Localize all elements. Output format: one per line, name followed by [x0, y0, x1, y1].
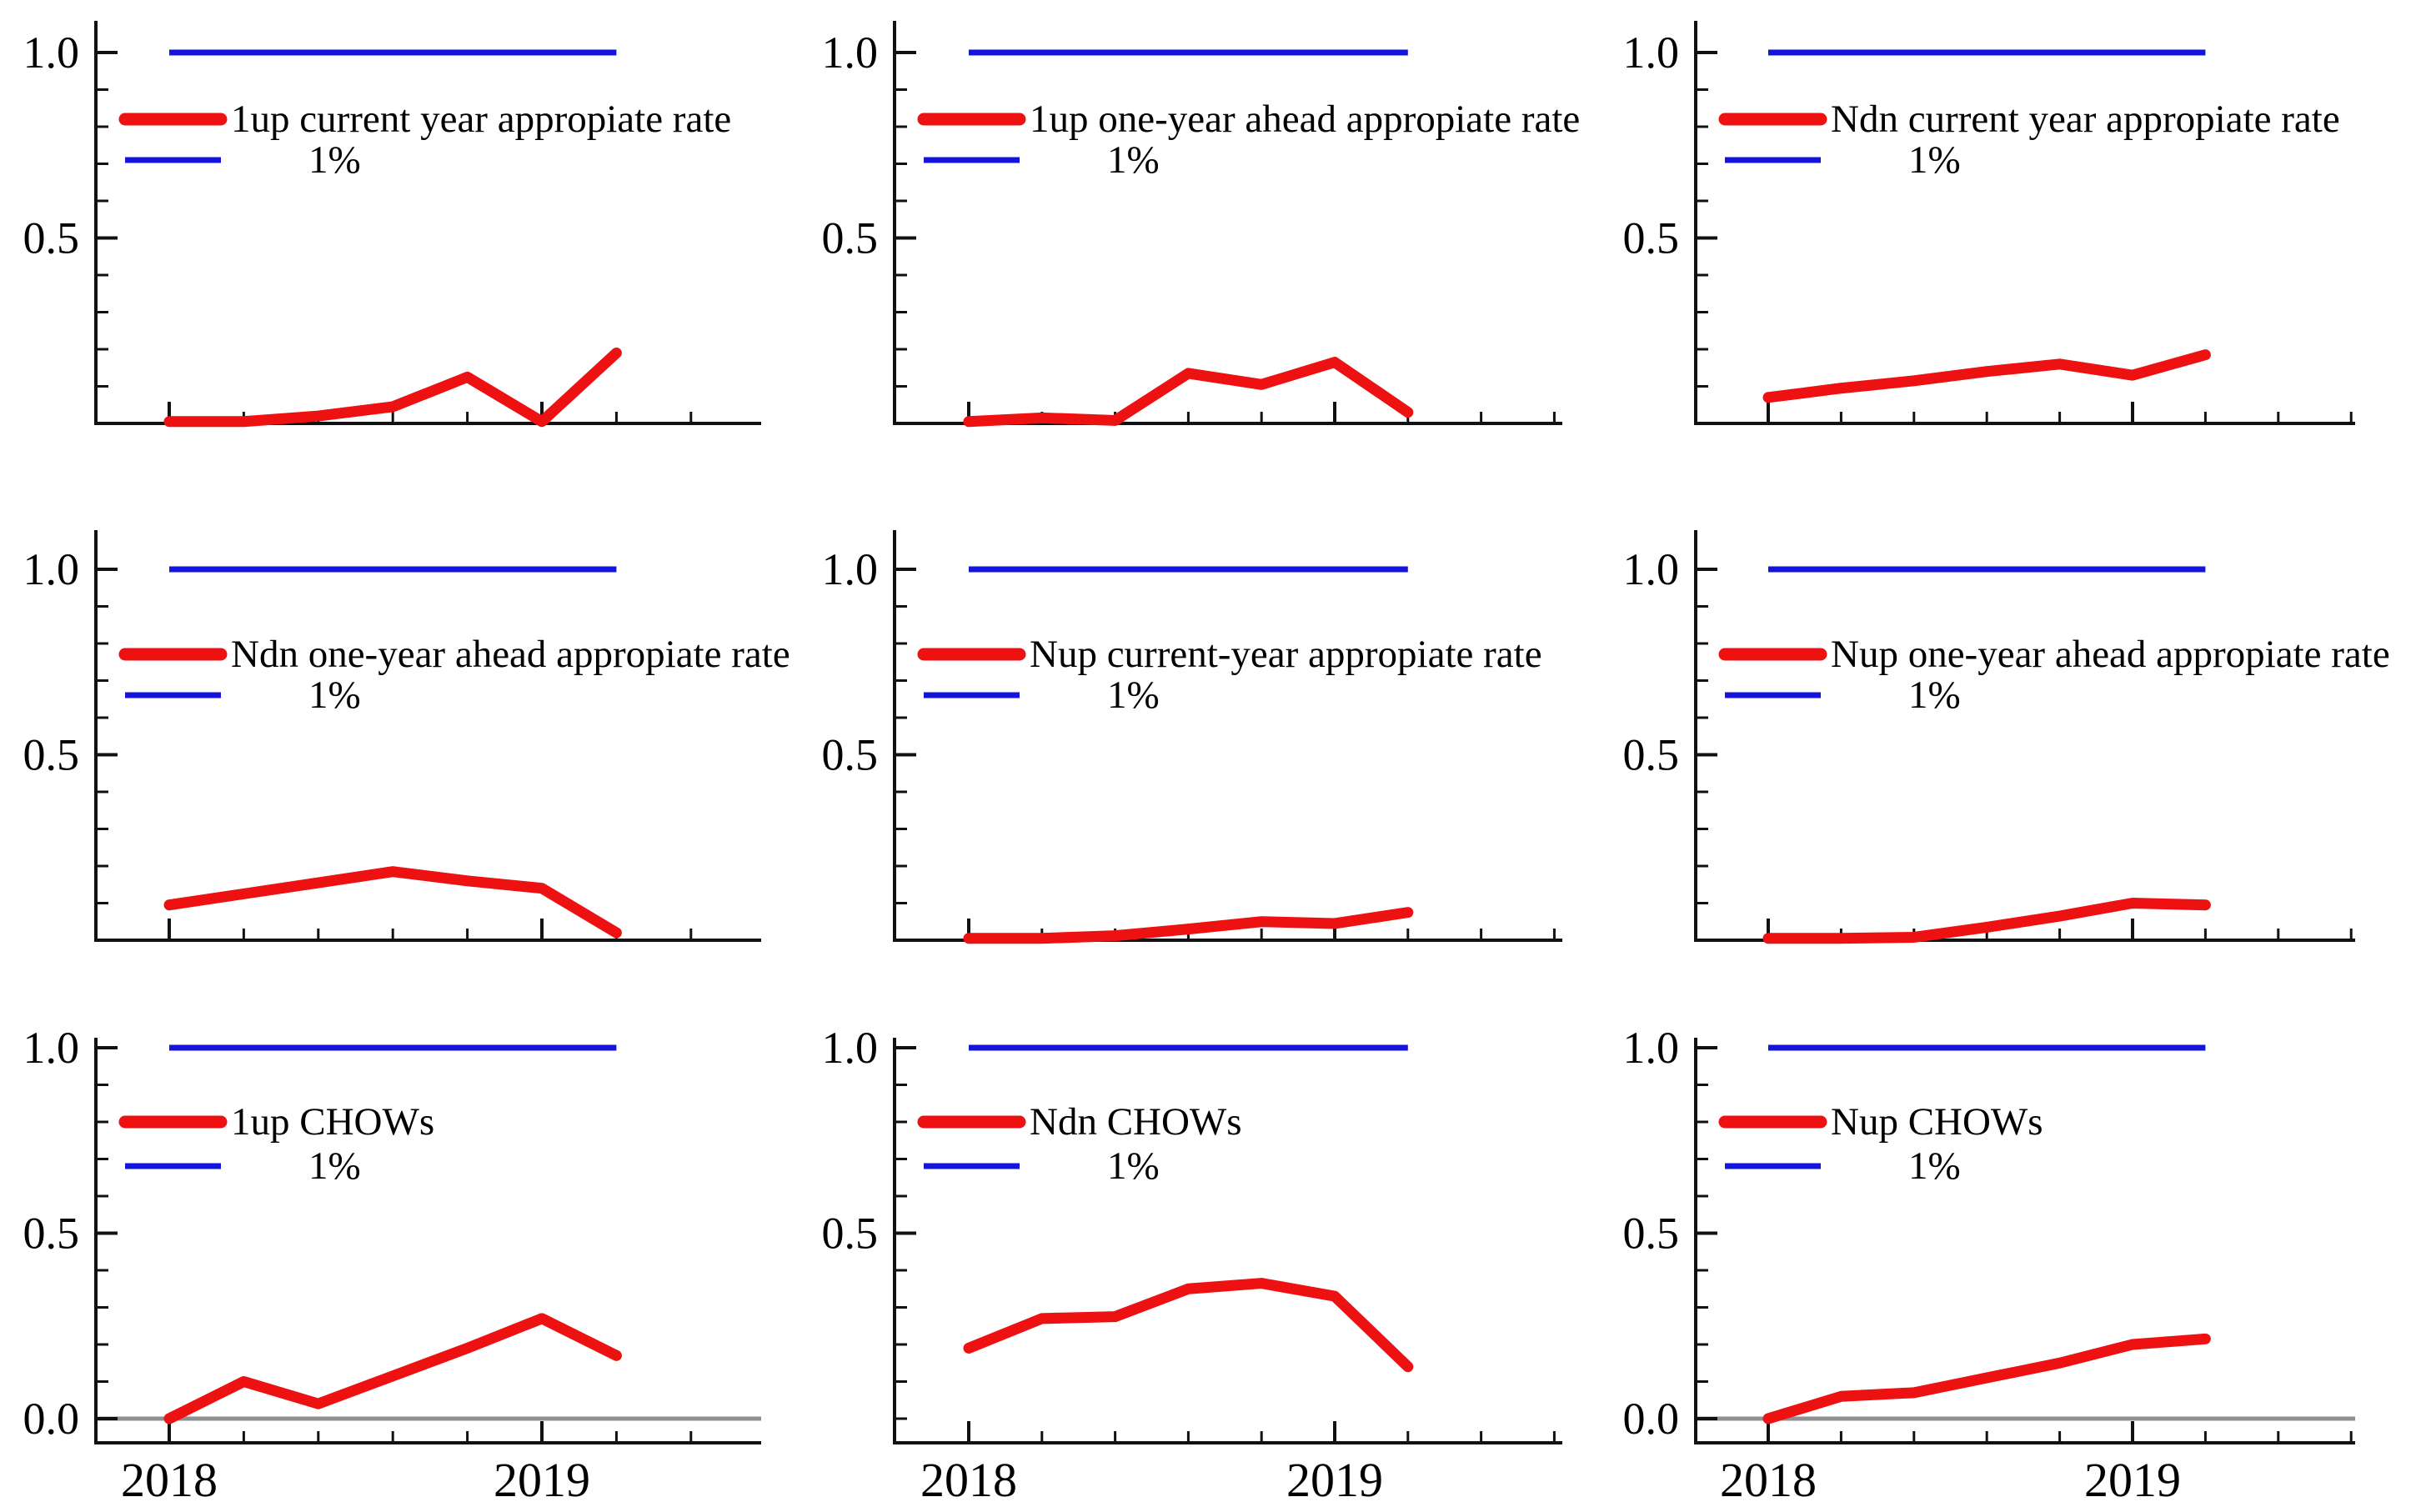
- x-tick-label: 2018: [121, 1453, 218, 1507]
- legend-sub-label: 1%: [1107, 138, 1160, 182]
- data-line-red: [963, 1278, 1414, 1373]
- panel-nup-one-year-ahead: 1.0 0.5 Nup one-year ahead appropiate rate…: [1623, 530, 2390, 944]
- legend-sub-label: 1%: [308, 1144, 361, 1188]
- y-tick-label: 1.0: [23, 1023, 80, 1073]
- y-tick-label: 1.0: [1623, 28, 1680, 78]
- y-tick-label: 0.5: [822, 213, 879, 263]
- data-line-red: [963, 907, 1414, 944]
- legend-sub-label: 1%: [1107, 1144, 1160, 1188]
- y-tick-label: 1.0: [1623, 1023, 1680, 1073]
- legend-label: 1up one-year ahead appropiate rate: [1030, 98, 1580, 141]
- legend-label: Nup one-year ahead appropiate rate: [1831, 633, 2390, 676]
- y-tick-label: 1.0: [822, 544, 879, 594]
- y-tick-label: 0.0: [23, 1394, 80, 1444]
- y-tick-label: 0.0: [1623, 1394, 1680, 1444]
- legend-sub-label: 1%: [1908, 673, 1961, 717]
- x-tick-label: 2019: [2084, 1453, 2181, 1507]
- x-tick-label: 2019: [1286, 1453, 1383, 1507]
- y-tick-label: 1.0: [822, 1023, 879, 1073]
- y-tick-label: 0.5: [1623, 1209, 1680, 1259]
- data-line-red: [1762, 898, 2211, 944]
- legend-label: Ndn CHOWs: [1030, 1100, 1242, 1144]
- legend-sub-label: 1%: [1908, 138, 1961, 182]
- y-tick-label: 1.0: [1623, 544, 1680, 594]
- x-tick-label: 2018: [920, 1453, 1017, 1507]
- y-tick-label: 1.0: [23, 28, 80, 78]
- data-line-red: [163, 1313, 622, 1424]
- x-tick-label: 2018: [1720, 1453, 1817, 1507]
- y-tick-label: 0.5: [1623, 213, 1680, 263]
- legend-sub-label: 1%: [308, 138, 361, 182]
- data-line-red: [1762, 1333, 2211, 1424]
- legend-sub-label: 1%: [1107, 673, 1160, 717]
- y-tick-label: 0.5: [822, 1209, 879, 1259]
- legend-label: 1up CHOWs: [231, 1100, 434, 1144]
- y-tick-label: 1.0: [822, 28, 879, 78]
- y-tick-label: 0.5: [23, 730, 80, 780]
- data-line-red: [163, 347, 622, 428]
- legend-label: Nup current-year appropiate rate: [1030, 633, 1542, 676]
- panel-1up-one-year-ahead: 1.0 0.5 1up one-year ahead appropiate rate…: [822, 21, 1580, 428]
- legend-label: Ndn one-year ahead appropiate rate: [231, 633, 790, 676]
- data-line-red: [1762, 349, 2211, 403]
- data-line-red: [163, 866, 622, 939]
- x-tick-label: 2019: [494, 1453, 590, 1507]
- y-tick-label: 0.5: [822, 730, 879, 780]
- y-tick-label: 1.0: [23, 544, 80, 594]
- legend-label: 1up current year appropiate rate: [231, 98, 731, 141]
- legend-sub-label: 1%: [308, 673, 361, 717]
- legend-label: Ndn current year appropiate rate: [1831, 98, 2340, 141]
- y-tick-label: 0.5: [1623, 730, 1680, 780]
- y-tick-label: 0.5: [23, 1209, 80, 1259]
- data-line-red: [963, 357, 1414, 428]
- legend-label: Nup CHOWs: [1831, 1100, 2043, 1144]
- legend-sub-label: 1%: [1908, 1144, 1961, 1188]
- panel-ndn-one-year-ahead: 1.0 0.5 Ndn one-year ahead appropiate rate…: [23, 530, 790, 942]
- y-tick-label: 0.5: [23, 213, 80, 263]
